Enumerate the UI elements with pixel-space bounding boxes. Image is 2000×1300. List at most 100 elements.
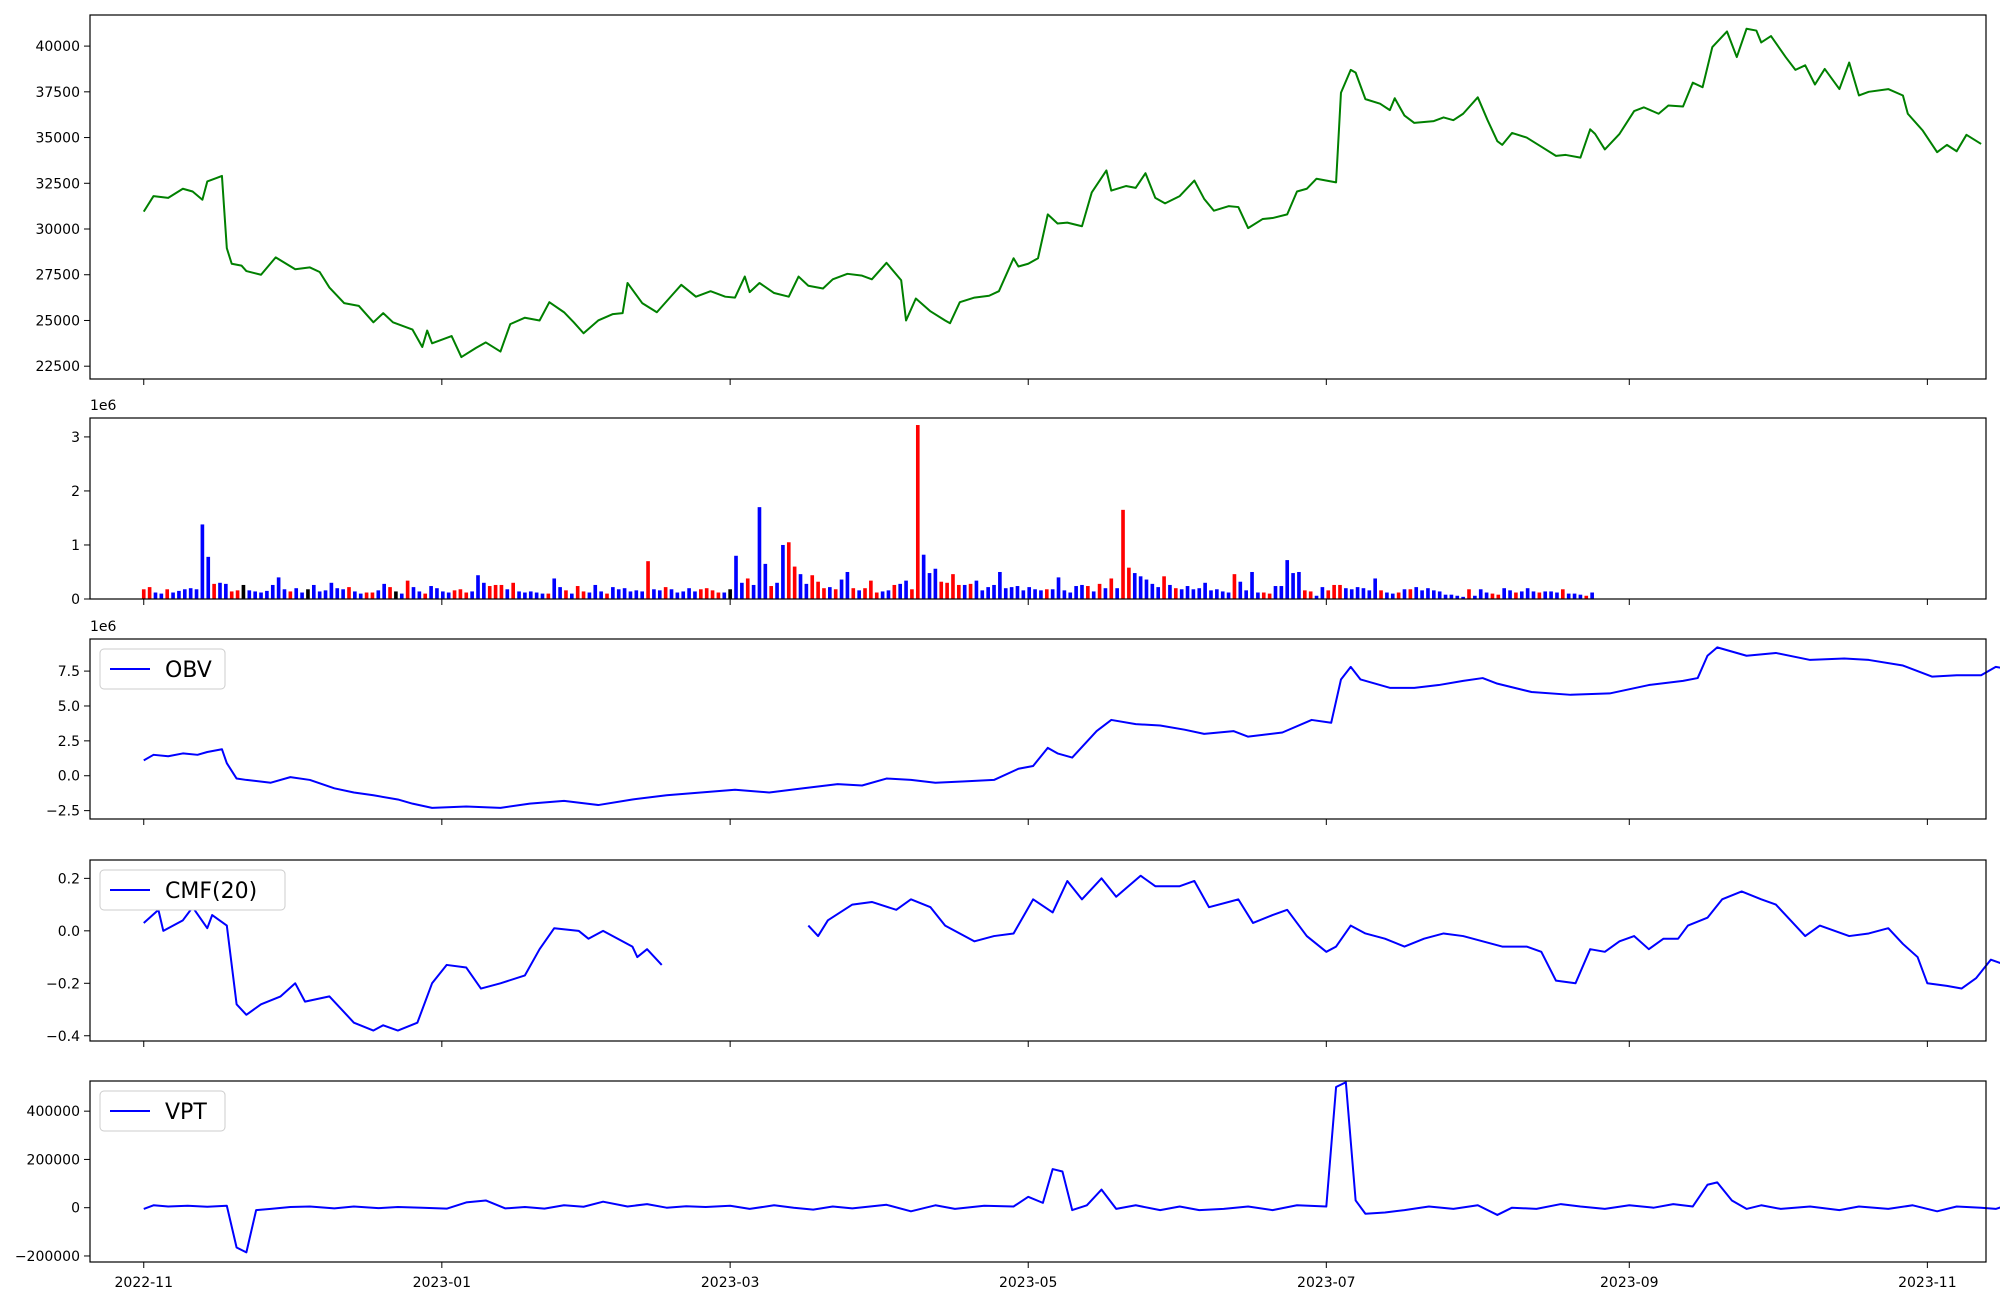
volume-bar xyxy=(857,590,861,599)
volume-bar xyxy=(828,587,832,599)
volume-bar xyxy=(681,591,686,599)
volume-bar xyxy=(487,586,492,599)
volume-bar xyxy=(1467,589,1471,599)
volume-bar xyxy=(329,582,334,599)
volume-bar xyxy=(452,590,457,599)
axes-frame xyxy=(89,1080,1987,1263)
volume-bar xyxy=(1455,595,1460,599)
volume-bar xyxy=(1250,571,1254,599)
volume-bar xyxy=(810,575,815,599)
volume-bar xyxy=(1367,590,1372,599)
y-tick-label: 1 xyxy=(71,538,80,554)
volume-bar xyxy=(288,591,293,599)
volume-bar xyxy=(1267,593,1272,599)
legend-label: VPT xyxy=(165,1100,207,1125)
volume-bar xyxy=(470,591,474,599)
volume-bar xyxy=(570,593,574,599)
volume-bar xyxy=(335,588,340,599)
volume-bar xyxy=(874,592,879,599)
volume-bar xyxy=(1261,592,1266,599)
volume-bar xyxy=(476,575,480,599)
y-tick-label: 2.5 xyxy=(58,734,80,750)
cmf-20--line xyxy=(143,906,663,1032)
volume-bar xyxy=(616,589,621,599)
volume-bar xyxy=(534,592,539,599)
volume-bar xyxy=(353,591,357,599)
volume-bar xyxy=(751,584,756,599)
volume-bar xyxy=(1344,588,1348,599)
volume-bar xyxy=(241,584,246,599)
volume-bar xyxy=(1068,592,1073,599)
volume-bar xyxy=(1150,583,1155,599)
volume-bar xyxy=(153,592,158,599)
volume-bar xyxy=(394,591,398,599)
volume-bar xyxy=(159,593,164,599)
volume-bar xyxy=(769,586,774,599)
y-tick-label: 40000 xyxy=(35,39,80,55)
volume-bar xyxy=(1484,592,1489,599)
volume-bar xyxy=(1414,587,1419,599)
volume-bar xyxy=(1531,591,1536,599)
volume-bar xyxy=(921,554,926,599)
y-tick-label: 2 xyxy=(71,484,80,500)
volume-bar xyxy=(716,592,721,599)
volume-bar xyxy=(376,590,381,599)
volume-bar xyxy=(1209,590,1213,599)
volume-bar xyxy=(1349,589,1354,599)
y-tick-label: 400000 xyxy=(27,1104,80,1120)
volume-bar xyxy=(1543,591,1548,599)
volume-bar xyxy=(910,589,914,599)
volume-bar xyxy=(1156,587,1161,599)
y-tick-label: 27500 xyxy=(35,268,80,284)
volume-bar xyxy=(446,592,451,599)
y-tick-label: 22500 xyxy=(35,359,80,375)
volume-bar xyxy=(358,593,363,599)
volume-bar xyxy=(1314,595,1319,599)
volume-bar xyxy=(1232,574,1237,599)
volume-bar xyxy=(1273,586,1278,599)
x-tick-label: 2023-07 xyxy=(1297,1275,1356,1291)
y-tick-label: 25000 xyxy=(35,313,80,329)
volume-bar xyxy=(505,589,510,599)
volume-bar xyxy=(599,591,603,599)
y-tick-label: 200000 xyxy=(27,1152,80,1168)
volume-bar xyxy=(1086,586,1090,599)
volume-bar xyxy=(1566,593,1571,599)
volume-bar xyxy=(880,591,885,599)
volume-bar xyxy=(962,584,967,599)
volume-bar xyxy=(781,544,785,599)
x-tick-label: 2023-03 xyxy=(701,1275,760,1291)
x-tick-label: 2023-05 xyxy=(999,1275,1058,1291)
volume-bar xyxy=(1390,593,1395,599)
volume-bar xyxy=(528,591,533,599)
volume-bar xyxy=(1162,576,1166,599)
volume-bar xyxy=(1215,589,1219,599)
y-tick-label: 0 xyxy=(71,1201,80,1217)
volume-bar xyxy=(763,563,768,599)
volume-bar xyxy=(1197,588,1202,599)
volume-bar xyxy=(927,573,932,599)
volume-bar xyxy=(458,589,463,599)
volume-bar xyxy=(1561,589,1565,599)
volume-bar xyxy=(792,566,797,599)
volume-bar xyxy=(845,571,850,599)
volume-bar xyxy=(1103,588,1108,599)
volume-bar xyxy=(587,592,592,599)
axes-frame xyxy=(89,417,1987,600)
volume-bar xyxy=(833,589,838,599)
x-tick-label: 2023-01 xyxy=(413,1275,472,1291)
y-tick-label: 0.0 xyxy=(58,769,80,785)
volume-bar xyxy=(980,590,985,599)
volume-bar xyxy=(1525,588,1530,599)
volume-bar xyxy=(1355,587,1360,599)
volume-bar xyxy=(1097,583,1102,599)
volume-bar xyxy=(1555,592,1559,599)
volume-bar xyxy=(1168,584,1172,599)
y-tick-label: 0.0 xyxy=(58,924,80,940)
volume-bar xyxy=(1431,590,1436,599)
volume-bar xyxy=(1027,587,1032,599)
volume-bar xyxy=(493,584,498,599)
volume-bar xyxy=(1109,578,1114,599)
volume-bar xyxy=(798,574,803,599)
volume-bar xyxy=(147,587,152,599)
